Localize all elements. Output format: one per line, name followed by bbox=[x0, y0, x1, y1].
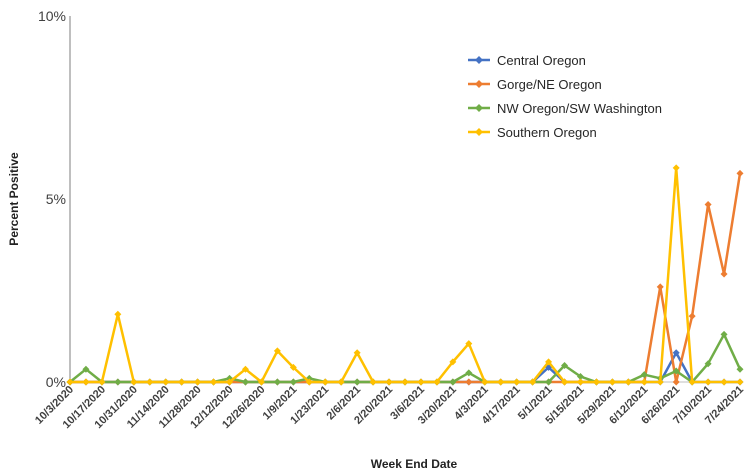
data-point-southern-oregon bbox=[146, 378, 154, 386]
legend-label: NW Oregon/SW Washington bbox=[497, 101, 662, 116]
series-southern-oregon bbox=[66, 164, 744, 386]
data-point-southern-oregon bbox=[130, 378, 138, 386]
legend-item-southern-oregon: Southern Oregon bbox=[468, 125, 597, 140]
data-point-southern-oregon bbox=[369, 378, 377, 386]
data-point-nw-oregon-sw-washington bbox=[273, 378, 281, 386]
data-point-gorge-ne-oregon bbox=[736, 169, 744, 177]
x-axis-title: Week End Date bbox=[371, 457, 458, 471]
data-point-southern-oregon bbox=[720, 378, 728, 386]
y-axis-ticks: 0% 5% 10% bbox=[38, 8, 66, 390]
data-point-southern-oregon bbox=[704, 378, 712, 386]
series-layer bbox=[66, 164, 744, 386]
data-point-southern-oregon bbox=[305, 378, 313, 386]
data-point-southern-oregon bbox=[162, 378, 170, 386]
legend-item-gorge-ne-oregon: Gorge/NE Oregon bbox=[468, 77, 602, 92]
data-point-gorge-ne-oregon bbox=[465, 378, 473, 386]
data-point-nw-oregon-sw-washington bbox=[561, 362, 569, 370]
data-point-nw-oregon-sw-washington bbox=[449, 378, 457, 386]
series-nw-oregon-sw-washington bbox=[66, 330, 744, 386]
data-point-nw-oregon-sw-washington bbox=[640, 371, 648, 379]
legend-label: Gorge/NE Oregon bbox=[497, 77, 602, 92]
legend-marker bbox=[475, 128, 483, 136]
data-point-southern-oregon bbox=[114, 310, 122, 318]
series-line-southern-oregon bbox=[70, 166, 740, 384]
data-point-nw-oregon-sw-washington bbox=[672, 367, 680, 375]
y-tick-label: 10% bbox=[38, 8, 66, 24]
series-line-gorge-ne-oregon bbox=[70, 173, 742, 384]
data-point-southern-oregon bbox=[561, 378, 569, 386]
legend-marker bbox=[475, 56, 483, 64]
series-line-nw-oregon-sw-washington bbox=[69, 333, 742, 384]
data-point-southern-oregon bbox=[640, 378, 648, 386]
data-point-nw-oregon-sw-washington bbox=[82, 365, 90, 373]
data-point-nw-oregon-sw-washington bbox=[736, 365, 744, 373]
data-point-gorge-ne-oregon bbox=[688, 312, 696, 320]
data-point-gorge-ne-oregon bbox=[656, 283, 664, 291]
data-point-nw-oregon-sw-washington bbox=[114, 378, 122, 386]
data-point-southern-oregon bbox=[82, 378, 90, 386]
data-point-gorge-ne-oregon bbox=[720, 270, 728, 278]
data-point-southern-oregon bbox=[353, 349, 361, 357]
data-point-southern-oregon bbox=[417, 378, 425, 386]
data-point-central-oregon bbox=[672, 349, 680, 357]
legend-label: Southern Oregon bbox=[497, 125, 597, 140]
data-point-southern-oregon bbox=[688, 378, 696, 386]
data-point-southern-oregon bbox=[178, 378, 186, 386]
data-point-southern-oregon bbox=[226, 378, 234, 386]
y-tick-label: 5% bbox=[46, 191, 66, 207]
data-point-southern-oregon bbox=[545, 358, 553, 366]
data-point-southern-oregon bbox=[529, 378, 537, 386]
legend-marker bbox=[475, 80, 483, 88]
data-point-southern-oregon bbox=[449, 358, 457, 366]
data-point-southern-oregon bbox=[576, 378, 584, 386]
data-point-southern-oregon bbox=[401, 378, 409, 386]
data-point-nw-oregon-sw-washington bbox=[241, 378, 249, 386]
data-point-southern-oregon bbox=[321, 378, 329, 386]
data-point-southern-oregon bbox=[194, 378, 202, 386]
legend: Central Oregon Gorge/NE Oregon NW Oregon/S… bbox=[468, 53, 662, 140]
data-point-southern-oregon bbox=[257, 378, 265, 386]
legend-item-central-oregon: Central Oregon bbox=[468, 53, 586, 68]
data-point-southern-oregon bbox=[273, 347, 281, 355]
data-point-southern-oregon bbox=[289, 363, 297, 371]
data-point-southern-oregon bbox=[624, 378, 632, 386]
y-axis-title: Percent Positive bbox=[7, 152, 21, 246]
data-point-southern-oregon bbox=[672, 164, 680, 172]
x-axis-ticks: 10/3/202010/17/202010/31/202011/14/20201… bbox=[33, 384, 746, 431]
data-point-southern-oregon bbox=[98, 378, 106, 386]
data-point-southern-oregon bbox=[513, 378, 521, 386]
legend-marker bbox=[475, 104, 483, 112]
data-point-nw-oregon-sw-washington bbox=[545, 378, 553, 386]
data-point-nw-oregon-sw-washington bbox=[576, 373, 584, 381]
series-gorge-ne-oregon bbox=[66, 169, 744, 386]
data-point-nw-oregon-sw-washington bbox=[289, 378, 297, 386]
data-point-nw-oregon-sw-washington bbox=[465, 369, 473, 377]
data-point-gorge-ne-oregon bbox=[704, 200, 712, 208]
data-point-southern-oregon bbox=[385, 378, 393, 386]
legend-label: Central Oregon bbox=[497, 53, 586, 68]
data-point-southern-oregon bbox=[592, 378, 600, 386]
data-point-southern-oregon bbox=[210, 378, 218, 386]
data-point-nw-oregon-sw-washington bbox=[353, 378, 361, 386]
data-point-southern-oregon bbox=[481, 378, 489, 386]
data-point-southern-oregon bbox=[241, 365, 249, 373]
data-point-southern-oregon bbox=[497, 378, 505, 386]
data-point-southern-oregon bbox=[736, 378, 744, 386]
data-point-southern-oregon bbox=[66, 378, 74, 386]
data-point-gorge-ne-oregon bbox=[672, 378, 680, 386]
data-point-southern-oregon bbox=[608, 378, 616, 386]
data-point-southern-oregon bbox=[465, 340, 473, 348]
legend-item-nw-oregon-sw-washington: NW Oregon/SW Washington bbox=[468, 101, 662, 116]
data-point-nw-oregon-sw-washington bbox=[704, 360, 712, 368]
data-point-southern-oregon bbox=[656, 378, 664, 386]
y-tick-label: 0% bbox=[46, 374, 66, 390]
data-point-southern-oregon bbox=[433, 378, 441, 386]
data-point-nw-oregon-sw-washington bbox=[720, 330, 728, 338]
data-point-southern-oregon bbox=[337, 378, 345, 386]
